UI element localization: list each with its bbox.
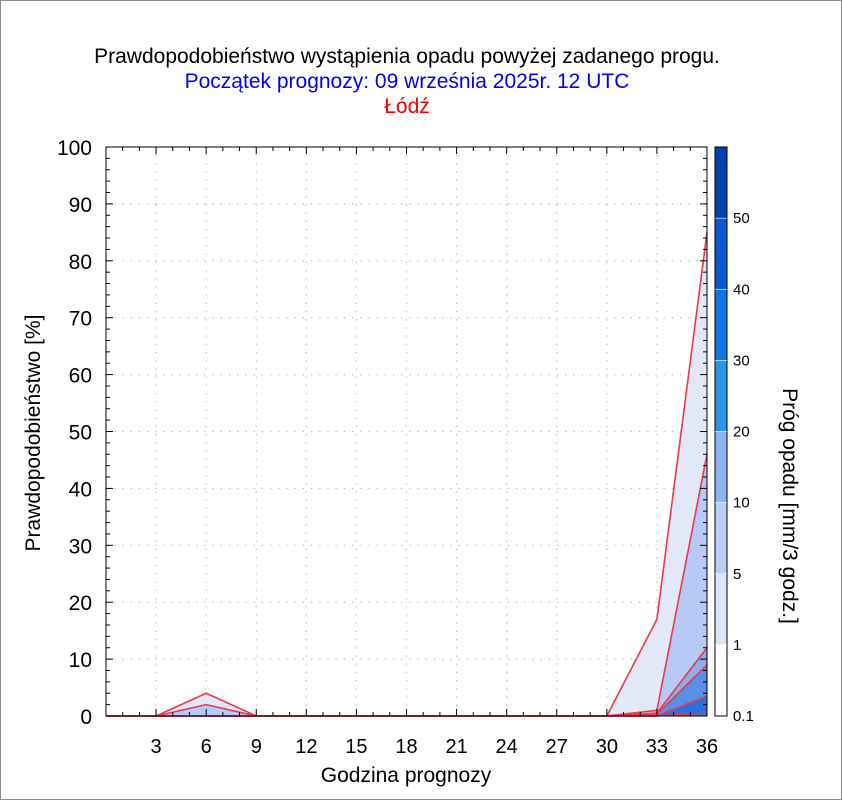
series-area-1 (106, 454, 707, 716)
colorbar-segment-2 (715, 502, 727, 574)
y-tick-label: 70 (69, 308, 92, 331)
x-tick-label: 9 (251, 736, 262, 758)
x-tick-label: 24 (496, 736, 518, 758)
chart-title: Prawdopodobieństwo wystąpienia opadu pow… (94, 45, 720, 68)
y-tick-label: 10 (69, 649, 92, 672)
colorbar-tick-label: 5 (733, 566, 741, 583)
colorbar-segment-7 (715, 147, 727, 219)
series-areas (106, 232, 708, 717)
colorbar-segment-3 (715, 431, 727, 503)
y-tick-label: 90 (69, 194, 92, 217)
colorbar-tick-label: 40 (733, 281, 750, 298)
chart-location: Łódź (384, 95, 430, 118)
colorbar-segment-0 (715, 644, 727, 716)
grid-lines (106, 146, 708, 716)
y-axis-label: Prawdopodobieństwo [%] (22, 315, 45, 552)
y-tick-label: 20 (69, 592, 92, 615)
x-tick-label: 3 (151, 736, 162, 758)
x-axis-label: Godzina prognozy (321, 764, 492, 787)
y-tick-label: 100 (57, 137, 92, 160)
series-line-0 (106, 232, 708, 717)
x-tick-label: 30 (596, 736, 618, 758)
x-tick-label: 33 (646, 736, 668, 758)
colorbar-segment-4 (715, 360, 727, 432)
x-tick-label: 6 (201, 736, 212, 758)
y-tick-label: 50 (69, 422, 92, 445)
y-tick-label: 80 (69, 251, 92, 274)
x-tick-label: 36 (696, 736, 718, 758)
colorbar-label: Próg opadu [mm/3 godz.] (778, 388, 801, 624)
x-tick-label: 27 (546, 736, 568, 758)
colorbar-tick-label: 1 (733, 637, 741, 654)
y-tick-label: 0 (80, 706, 92, 729)
colorbar-tick-label: 10 (733, 495, 750, 512)
x-tick-label: 15 (345, 736, 367, 758)
colorbar-tick-label: 20 (733, 424, 750, 441)
colorbar-segment-1 (715, 573, 727, 645)
y-tick-label: 40 (69, 478, 92, 501)
series-area-0 (106, 232, 707, 716)
chart-subtitle: Początek prognozy: 09 września 2025r. 12… (185, 70, 630, 93)
y-tick-label: 30 (69, 535, 92, 558)
series-line-1 (106, 454, 708, 717)
plot-border (105, 146, 708, 717)
colorbar-segment-6 (715, 218, 727, 290)
threshold-colorbar: 0.1 1 5 10 20 30 40 50 (714, 146, 754, 725)
colorbar-segment-5 (715, 289, 727, 361)
x-tick-label: 18 (395, 736, 417, 758)
colorbar-tick-label: 30 (733, 352, 750, 369)
colorbar-tick-label: 50 (733, 210, 750, 227)
x-tick-label: 21 (445, 736, 467, 758)
y-tick-label: 60 (69, 365, 92, 388)
colorbar-tick-label: 0.1 (733, 708, 754, 725)
x-tick-label: 12 (295, 736, 317, 758)
